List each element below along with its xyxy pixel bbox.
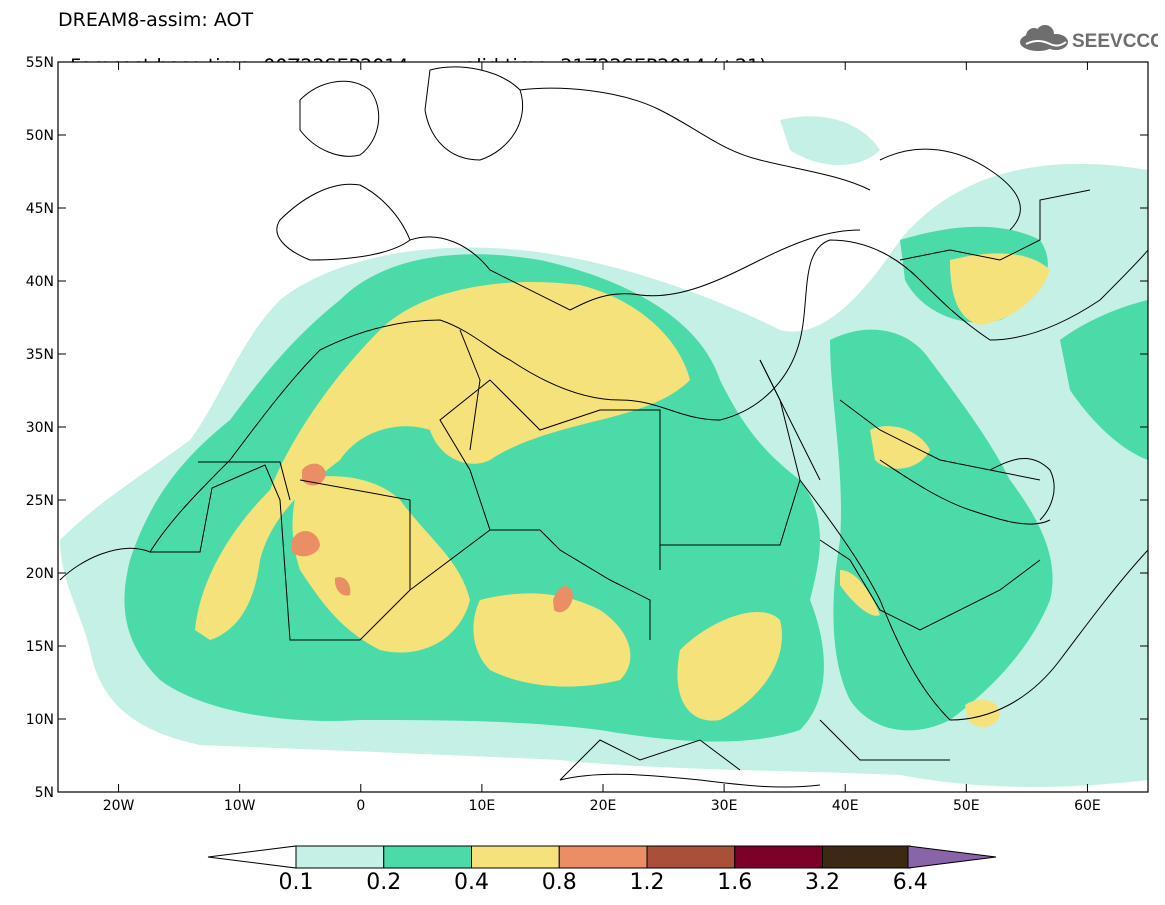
aot-band-0.4 <box>195 253 1050 727</box>
colorbar-swatch <box>295 845 385 869</box>
logo-text: SEEVCCC <box>1072 31 1158 52</box>
lat-label: 30N <box>26 420 54 436</box>
lat-label: 45N <box>26 201 54 217</box>
colorbar-swatch <box>383 845 472 869</box>
lon-label: 40E <box>832 798 859 814</box>
colorbar-swatch <box>646 845 736 869</box>
lat-label: 20N <box>26 566 54 582</box>
colorbar-label: 1.6 <box>717 870 753 895</box>
lon-label: 30E <box>711 798 738 814</box>
colorbar-label: 1.2 <box>629 870 665 895</box>
lon-label: 20E <box>590 798 617 814</box>
latitude-axis: 55N 50N 45N 40N 35N 30N 25N 20N 15N 10N 5N <box>26 55 1148 801</box>
colorbar <box>207 845 997 869</box>
lat-label: 5N <box>35 785 54 801</box>
colorbar-label: 0.2 <box>366 870 402 895</box>
lon-label: 60E <box>1074 798 1101 814</box>
colorbar-label: 6.4 <box>892 870 928 895</box>
lat-label: 50N <box>26 128 54 144</box>
lon-label: 10W <box>224 798 256 814</box>
colorbar-label: 0.4 <box>454 870 489 895</box>
coastlines <box>59 66 1148 788</box>
lat-label: 55N <box>26 55 54 71</box>
colorbar-over-triangle <box>907 845 997 869</box>
colorbar-swatch <box>734 845 823 869</box>
lon-label: 10E <box>469 798 496 814</box>
longitude-axis: 20W 10W 0 10E 20E 30E 40E 50E 60E <box>103 62 1101 814</box>
lat-label: 35N <box>26 347 54 363</box>
colorbar-swatch <box>558 845 648 869</box>
lat-label: 10N <box>26 712 54 728</box>
colorbar-swatch <box>822 845 911 869</box>
colorbar-label: 0.1 <box>278 870 314 895</box>
colorbar-label: 0.8 <box>541 870 577 895</box>
lon-label: 0 <box>356 798 365 814</box>
lon-label: 50E <box>953 798 980 814</box>
aot-band-0.8 <box>292 463 573 613</box>
lon-label: 20W <box>103 798 135 814</box>
seevccc-logo: SEEVCCC <box>1018 24 1164 54</box>
lat-label: 15N <box>26 639 54 655</box>
map-title: DREAM8-assim: AOT <box>58 9 254 31</box>
colorbar-label: 3.2 <box>805 870 840 895</box>
lat-label: 25N <box>26 493 54 509</box>
colorbar-swatch <box>471 845 560 869</box>
colorbar-under-triangle <box>207 845 297 869</box>
lat-label: 40N <box>26 274 54 290</box>
